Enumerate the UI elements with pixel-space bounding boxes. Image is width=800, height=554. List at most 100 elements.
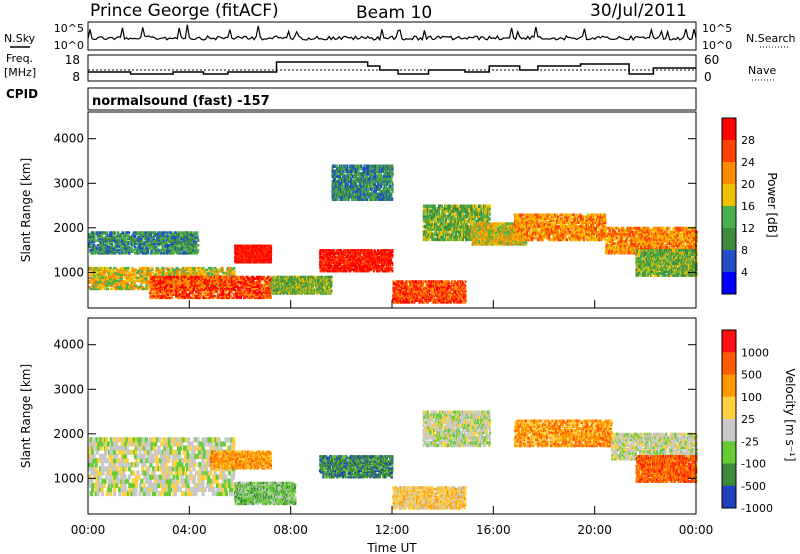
data-cell <box>124 266 128 270</box>
data-cell <box>150 279 154 282</box>
data-cell <box>286 283 289 286</box>
data-cell <box>299 279 302 282</box>
data-cell <box>346 169 349 173</box>
data-cell <box>170 270 174 273</box>
data-cell <box>390 260 393 263</box>
noise-sky-trace <box>87 24 697 42</box>
data-cell <box>247 279 251 282</box>
data-cell <box>116 250 119 253</box>
data-cell <box>138 248 141 252</box>
data-cell <box>272 291 275 294</box>
data-cell <box>126 250 129 253</box>
data-cell <box>172 232 176 236</box>
data-cell <box>179 252 182 255</box>
data-cell <box>175 277 178 280</box>
data-cell <box>390 268 393 271</box>
data-cell <box>343 269 346 273</box>
data-cell <box>289 288 292 291</box>
data-cell <box>340 187 342 191</box>
data-cell <box>246 290 250 293</box>
data-cell <box>319 266 322 270</box>
data-cell <box>198 277 201 280</box>
data-cell <box>197 273 201 276</box>
cpid-mode-text: normalsound (fast) -157 <box>92 94 270 109</box>
data-cell <box>168 273 172 276</box>
data-cell <box>383 260 386 263</box>
data-cell <box>142 236 145 239</box>
data-cell <box>130 281 134 284</box>
data-cell <box>100 278 104 281</box>
data-cell <box>360 192 363 196</box>
data-cell <box>183 252 187 255</box>
data-cell <box>224 288 228 292</box>
data-cell <box>179 268 183 272</box>
data-cell <box>238 245 241 249</box>
data-cell <box>304 282 307 285</box>
data-cell <box>137 244 140 247</box>
data-cell <box>172 277 176 280</box>
data-cell <box>167 245 170 249</box>
data-cell <box>350 182 352 186</box>
data-cell <box>377 172 380 176</box>
data-cell <box>312 287 315 290</box>
data-cell <box>347 253 350 257</box>
data-cell <box>235 259 238 263</box>
data-cell <box>171 244 175 247</box>
data-cell <box>96 247 99 250</box>
data-cell <box>270 247 273 250</box>
data-cell <box>327 258 330 262</box>
data-cell <box>150 293 154 296</box>
data-cell <box>363 261 366 265</box>
data-cell <box>380 184 383 189</box>
data-cell <box>374 253 377 257</box>
data-cell <box>376 263 379 266</box>
data-cell <box>327 278 329 281</box>
data-cell <box>284 279 287 282</box>
data-cell <box>152 240 156 244</box>
data-cell <box>232 280 236 284</box>
data-cell <box>160 234 163 238</box>
data-cell <box>341 258 344 262</box>
data-cell <box>352 182 355 186</box>
data-cell <box>218 285 222 288</box>
data-cell <box>267 275 270 279</box>
data-cell <box>301 277 304 280</box>
data-cell <box>189 282 193 285</box>
data-cell <box>161 277 164 280</box>
data-cell <box>318 279 321 282</box>
data-cell <box>247 288 250 292</box>
data-cell <box>340 253 343 257</box>
data-cell <box>343 195 346 199</box>
data-cell <box>188 266 192 270</box>
data-cell <box>195 234 199 238</box>
data-cell <box>254 287 257 290</box>
data-cell <box>340 177 343 181</box>
data-cell <box>300 282 303 285</box>
data-cell <box>266 248 269 251</box>
data-cell <box>139 284 143 287</box>
data-cell <box>375 189 377 194</box>
data-cell <box>118 245 121 249</box>
data-cell <box>302 286 305 289</box>
data-cell <box>234 279 237 282</box>
data-cell <box>176 271 180 275</box>
data-cell <box>216 293 220 296</box>
data-cell <box>136 237 140 241</box>
data-cell <box>109 250 112 253</box>
data-cell <box>146 234 150 238</box>
noise-line <box>87 24 697 42</box>
data-cell <box>363 253 366 257</box>
data-cell <box>255 282 258 285</box>
data-cell <box>348 179 351 184</box>
data-cell <box>155 250 159 253</box>
data-cell <box>319 255 322 259</box>
data-cell <box>166 234 170 238</box>
data-cell <box>334 257 336 260</box>
data-cell <box>152 242 155 245</box>
data-cell <box>134 279 138 283</box>
data-cell <box>263 291 267 295</box>
data-cell <box>368 261 371 265</box>
data-cell <box>140 286 144 289</box>
data-cell <box>312 278 315 281</box>
data-cell <box>359 167 362 171</box>
